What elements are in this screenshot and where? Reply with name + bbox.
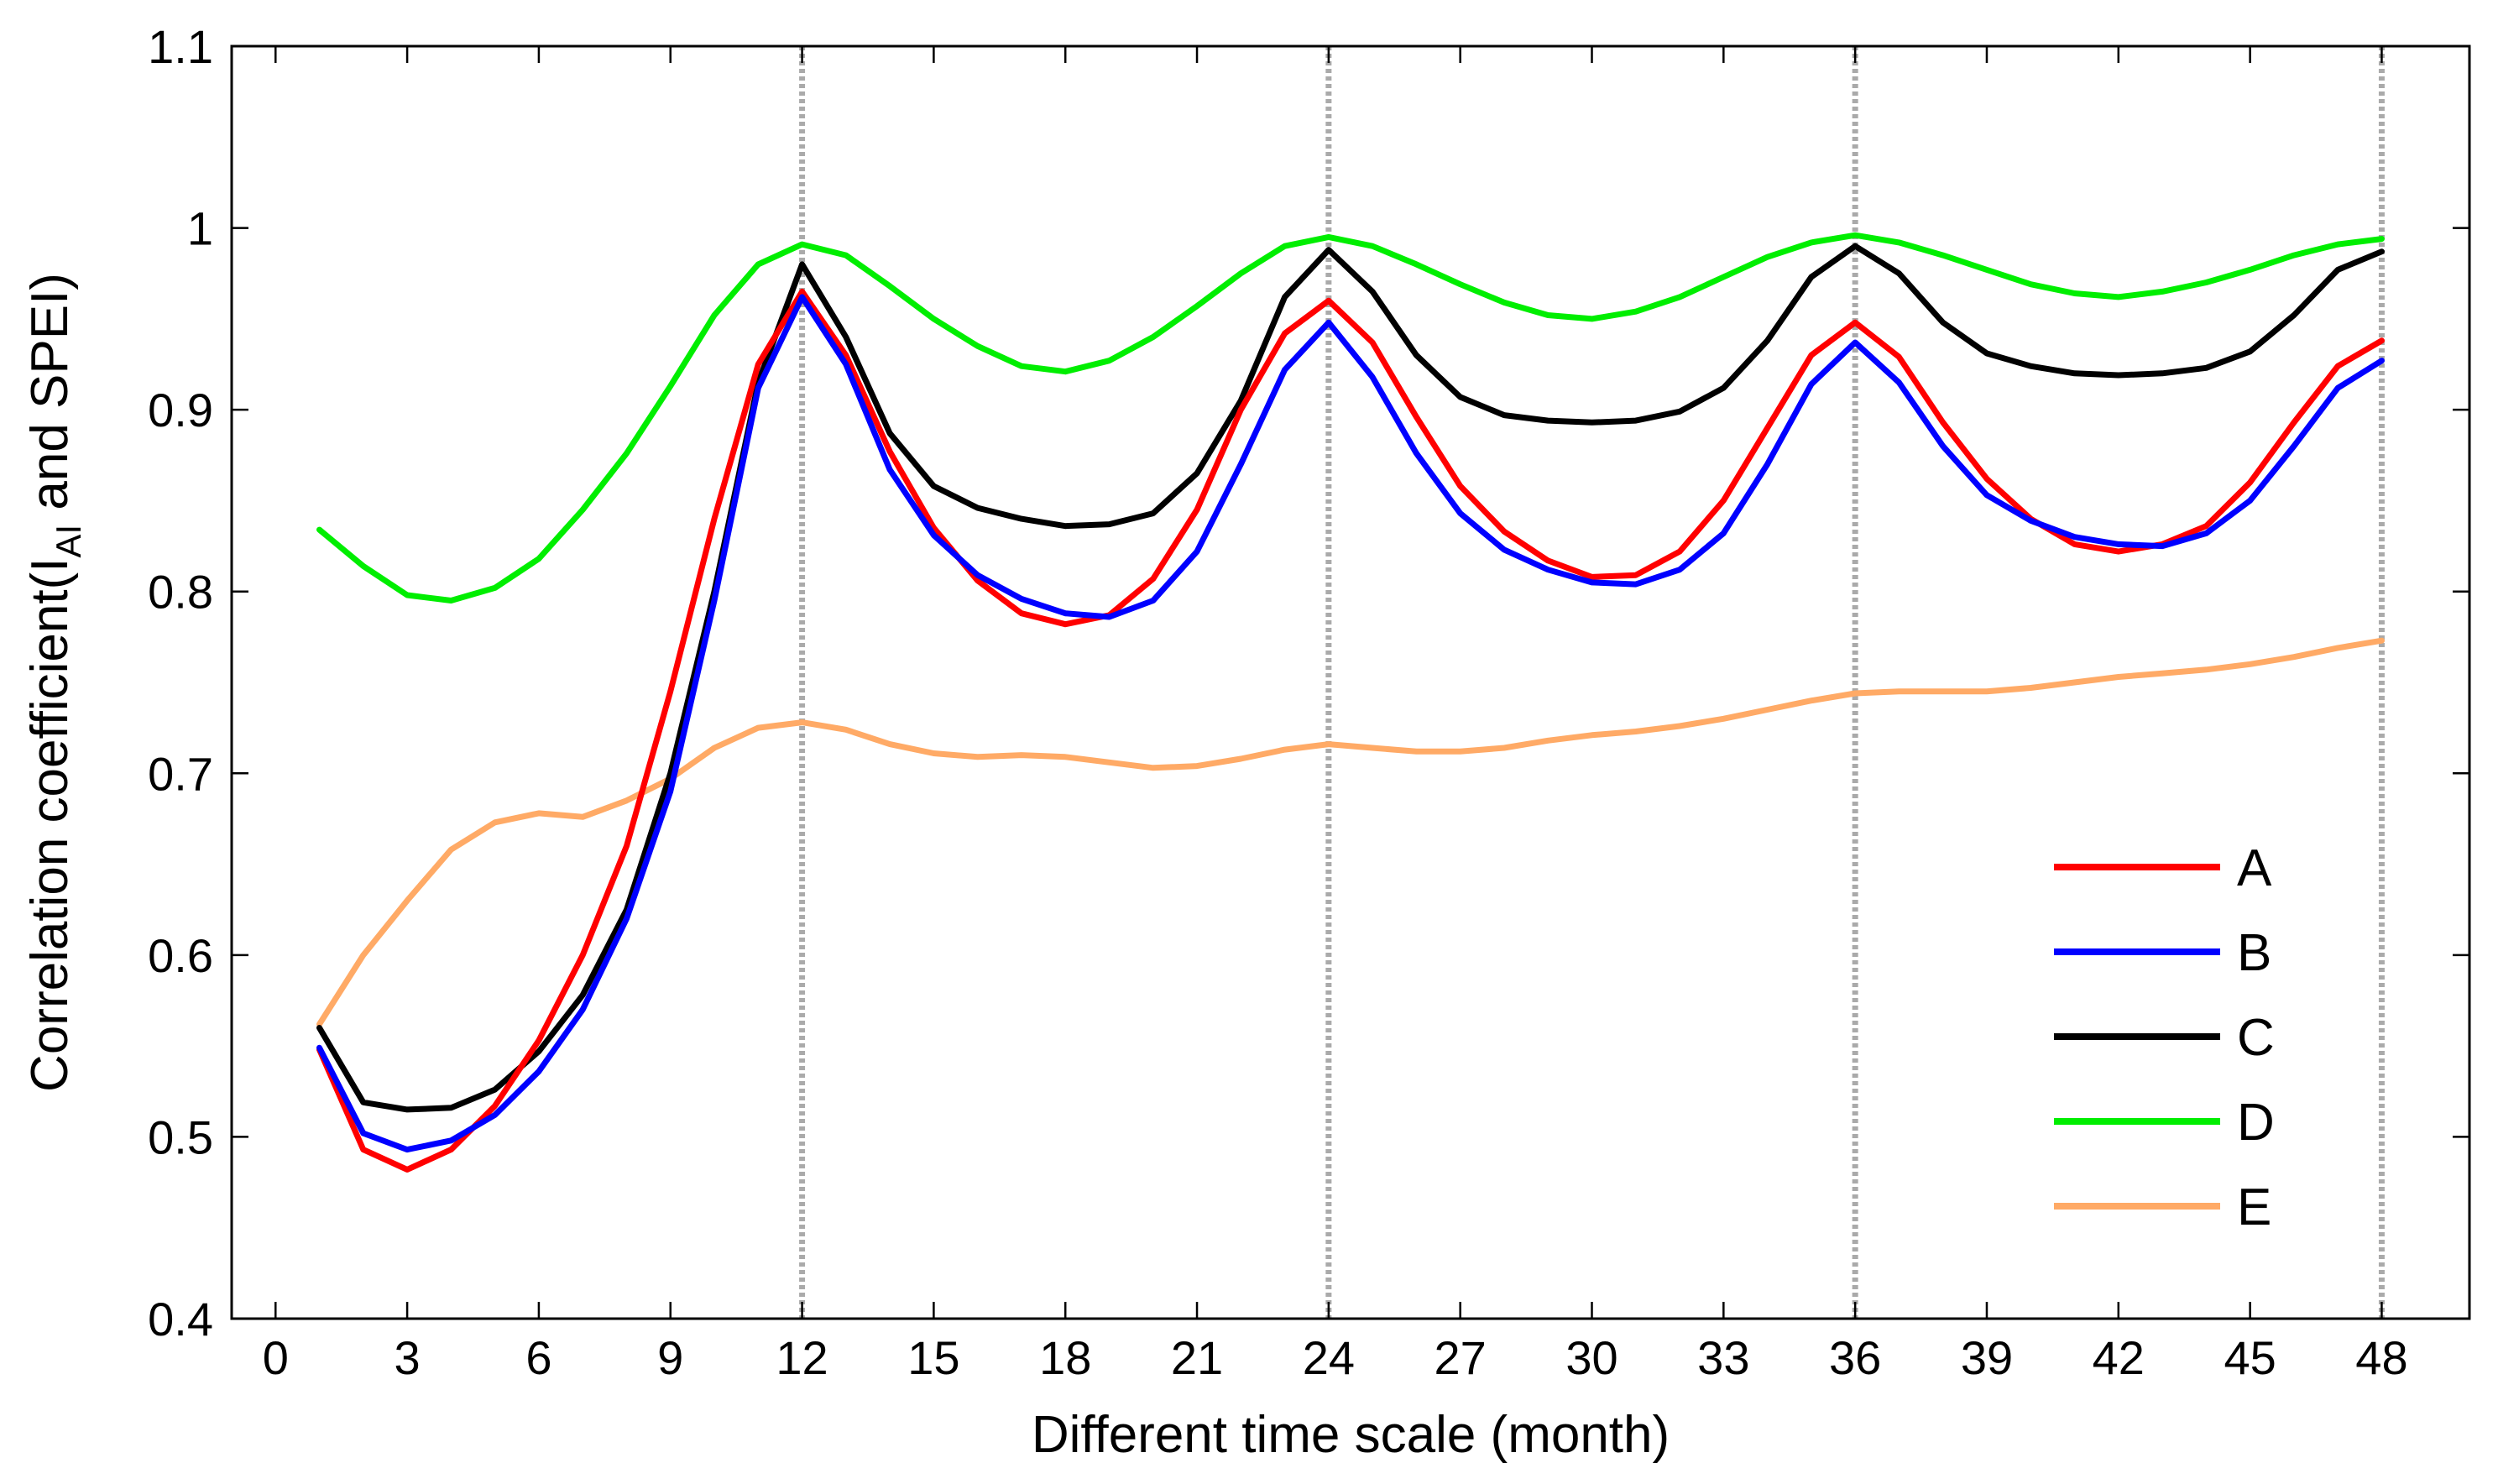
series-line-C [316, 243, 2385, 1113]
y-axis-label: Correlation coefficient(IAI and SPEI) [21, 273, 88, 1092]
legend-label-E: E [2237, 1178, 2271, 1236]
y-tick-label-4: 0.8 [148, 566, 213, 619]
reference-lines [799, 46, 2385, 1319]
plot-frame [230, 44, 2471, 1320]
x-tick-label-21: 21 [1171, 1331, 1223, 1384]
x-tick-label-30: 30 [1565, 1331, 1617, 1384]
plot-area [232, 46, 2469, 1319]
x-tick-label-27: 27 [1435, 1331, 1487, 1384]
x-tick-label-42: 42 [2093, 1331, 2145, 1384]
series-lines [316, 232, 2385, 1173]
x-tick-labels: 0 3 6 9 12 15 18 21 24 27 30 33 36 39 42 45 48 [263, 1331, 2408, 1384]
x-tick-label-24: 24 [1303, 1331, 1355, 1384]
x-tick-label-0: 0 [263, 1331, 289, 1384]
y-tick-label-6: 1 [187, 202, 213, 255]
legend-label-A: A [2237, 839, 2272, 897]
y-tick-label-7: 1.1 [148, 20, 213, 73]
x-axis-label: Different time scale (month) [1032, 1406, 1670, 1464]
x-tick-label-9: 9 [657, 1331, 683, 1384]
y-axis-label-tail: and SPEI) [21, 273, 79, 525]
x-tick-label-45: 45 [2224, 1331, 2276, 1384]
x-tick-label-36: 36 [1829, 1331, 1881, 1384]
x-tick-label-48: 48 [2355, 1331, 2407, 1384]
y-tick-label-2: 0.6 [148, 929, 213, 982]
y-tick-label-0: 0.4 [148, 1293, 213, 1346]
y-tick-labels: 0.4 0.5 0.6 0.7 0.8 0.9 1 1.1 [148, 20, 213, 1346]
x-tick-label-3: 3 [395, 1331, 421, 1384]
y-axis-label-subscript: AI [49, 525, 88, 558]
x-tick-label-18: 18 [1039, 1331, 1091, 1384]
series-line-E [316, 637, 2385, 1027]
y-tick-label-5: 0.9 [148, 384, 213, 436]
x-tick-label-15: 15 [907, 1331, 959, 1384]
legend-label-B: B [2237, 924, 2271, 982]
x-tick-label-12: 12 [776, 1331, 828, 1384]
legend-label-C: C [2237, 1009, 2275, 1067]
x-tick-label-39: 39 [1961, 1331, 2013, 1384]
series-line-B [316, 294, 2385, 1153]
y-tick-label-3: 0.7 [148, 747, 213, 800]
y-tick-label-1: 0.5 [148, 1110, 213, 1163]
legend-label-D: D [2237, 1094, 2275, 1152]
x-tick-label-6: 6 [525, 1331, 551, 1384]
y-axis-label-main: Correlation coefficient(I [21, 558, 79, 1092]
series-line-D [316, 232, 2385, 604]
x-tick-label-33: 33 [1697, 1331, 1749, 1384]
